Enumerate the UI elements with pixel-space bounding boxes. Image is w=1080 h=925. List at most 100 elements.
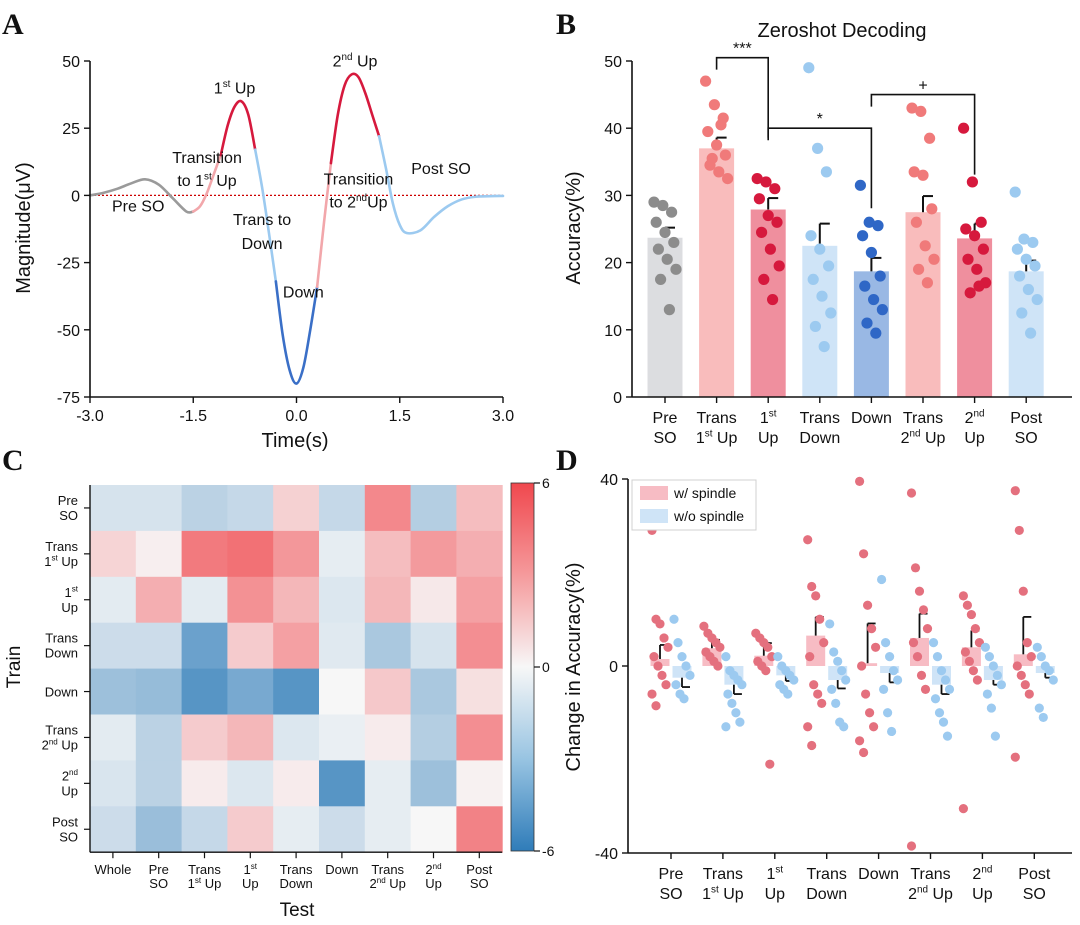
heatmap-row-2-line1-sup: st [72,585,79,594]
spindle-category-0-line1: Pre [659,866,684,883]
spindle-point [803,722,813,732]
annotation-5-main: to 2 [329,194,356,211]
spindle-bar-w-spindle-4 [858,663,878,666]
annotation-1-tail: Up [353,53,378,70]
zeroshot-category-5-line2-main: 2 [901,430,910,447]
colorbar-tick-label: 6 [542,475,550,491]
waveform-segment-transition-to-1st-up [191,153,223,213]
heatmap-x-axis-label: Test [280,900,316,921]
spindle-point [958,803,969,814]
zeroshot-point [872,220,884,232]
spindle-category-5-line2-tail: Up [928,886,953,903]
heatmap-cell [227,530,274,578]
spindle-point [928,638,939,648]
heatmap-cell [456,760,503,807]
heatmap-col-7-line1-sup: nd [433,862,442,871]
heatmap-cell [227,622,274,670]
spindle-point [1010,486,1020,496]
heatmap-col-2-line2-sup: st [195,876,202,885]
colorbar-tick-label: 0 [542,659,550,675]
spindle-category-2-line2: Up [765,886,786,903]
heatmap-row-5-line2-tail: Up [58,737,78,752]
heatmap-row-5-line1: Trans [45,722,78,737]
spindle-bars [647,476,1058,851]
zeroshot-point [762,209,774,222]
significance-bracket-2 [870,93,976,175]
zeroshot-point [915,105,927,117]
spindle-point [825,619,835,629]
zeroshot-point [816,290,828,302]
spindle-bar-w-spindle-2 [754,655,774,666]
annotation-5: to 2ndUp [329,193,387,211]
annotation-8-main: Down [242,236,283,253]
zeroshot-point [1011,243,1024,255]
spindle-point [881,638,891,648]
spindle-point [877,574,887,585]
zeroshot-category-0-line1: Pre [653,410,678,427]
spindle-category-1-line1: Trans [703,866,743,883]
zeroshot-category-6-line2-main: Up [964,430,985,447]
spindle-category-6-line1: 2nd [972,865,992,883]
spindle-category-6-line2-main: Up [972,886,993,903]
heatmap-cell [410,714,457,761]
spindle-category-1-line2: 1st Up [702,885,744,903]
heatmap-col-5-line1: Down [325,862,358,877]
heatmap-row-2-line2-main: Up [61,600,78,615]
spindle-point [657,670,667,680]
zeroshot-point [969,230,981,242]
spindle-point [893,675,903,685]
spindle-point [1038,712,1048,723]
spindle-point [938,717,949,727]
spindle-point [831,698,841,709]
zeroshot-point [652,243,665,255]
spindle-category-6-line2: Up [972,886,993,903]
zeroshot-point [874,270,886,282]
zeroshot-point [670,263,682,275]
spindle-point [982,689,993,699]
spindle-point [996,680,1007,690]
zeroshot-point [771,216,783,228]
spindle-point [855,476,865,486]
heatmap-col-6-line2-main: 2 [369,876,376,891]
zeroshot-point [812,142,824,154]
spindle-point [984,652,995,662]
spindle-point [940,675,951,685]
spindle-point [809,680,819,690]
heatmap-cell [227,485,274,532]
heatmap-cell [227,806,274,853]
spindle-point [867,624,877,634]
panel-label-b: B [556,8,576,41]
heatmap-row-7-line1: Post [52,814,78,829]
zeroshot-category-4-line1-main: Down [851,410,892,427]
heatmap-row-1-line2: 1st Up [44,554,78,569]
waveform-axes: 50 25 0 -25 -50 -75-3.0 -1.5 0.0 1.5 3.0 [57,54,514,425]
zeroshot-category-5-line2-sup: nd [909,429,920,440]
y-tick-label: 30 [604,188,622,205]
heatmap-cell [181,668,228,715]
zeroshot-y-axis-label: Accuracy(%) [563,171,585,284]
zeroshot-category-1-line2-tail: Up [712,430,737,447]
waveform-segment-1st-up [219,99,257,157]
annotation-5-sup: nd [356,193,367,204]
spindle-point [1016,670,1026,680]
zeroshot-point [971,263,983,275]
zeroshot-point [975,216,987,228]
zeroshot-point [825,307,837,319]
heatmap-col-3-line1-main: 1 [244,862,251,877]
zeroshot-category-3-line2-main: Down [799,430,840,447]
spindle-point [934,708,945,718]
zeroshot-point [706,152,718,165]
zeroshot-point [973,280,985,292]
spindle-point [1018,586,1028,596]
annotation-6-main: Pre SO [112,199,164,216]
spindle-point [839,722,849,732]
zeroshot-point [820,166,833,178]
spindle-point [655,619,665,629]
spindle-point [861,689,871,699]
heatmap-row-6-line1-main: 2 [62,768,69,783]
spindle-point [649,652,659,662]
heatmap-cell [135,530,183,578]
zeroshot-point [700,75,712,87]
heatmap-col-6-line2-sup: nd [377,876,386,885]
